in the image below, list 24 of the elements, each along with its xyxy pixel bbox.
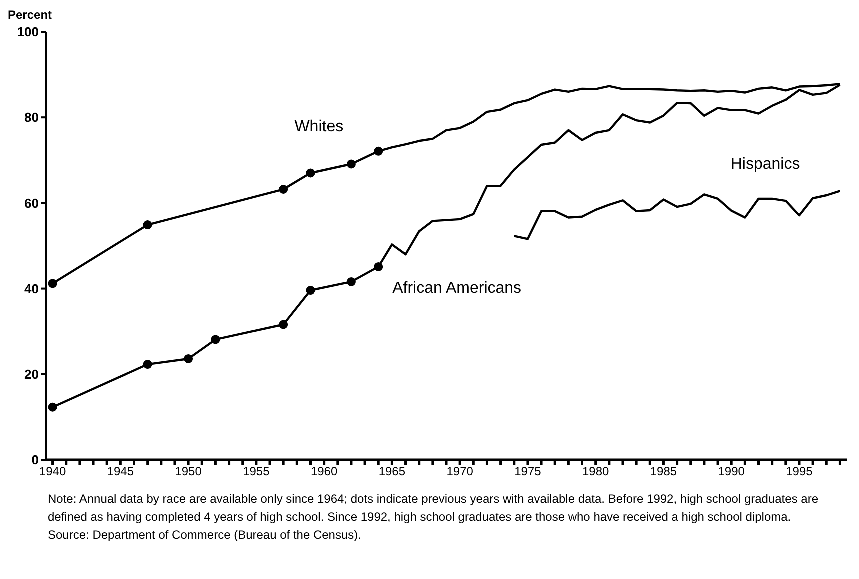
x-tick-label: 1970 [446, 464, 474, 479]
x-tick-label: 1965 [378, 464, 406, 479]
series-label: Hispanics [730, 156, 800, 174]
x-tick-label: 1940 [39, 464, 66, 479]
source-note: Source: Department of Commerce (Bureau of the Census). [48, 527, 362, 544]
y-axis-title: Percent [8, 8, 54, 22]
y-tick-label: 20 [24, 367, 39, 382]
series-label: African Americans [392, 280, 522, 297]
x-tick-label: 1990 [718, 464, 746, 479]
x-tick-label: 1950 [175, 464, 202, 479]
x-tick-label: 1945 [107, 464, 134, 479]
y-tick-label: 80 [24, 110, 39, 126]
y-tick-label: 60 [24, 196, 39, 211]
y-tick-label: 100 [17, 24, 39, 40]
y-tick-label: 0 [32, 452, 39, 468]
x-tick-label: 1980 [582, 464, 610, 479]
x-tick-label: 1975 [514, 464, 542, 479]
series-label: Whites [294, 118, 344, 136]
text: Note: Annual data by race are available only since 1964; dots indicate previous years with available data. Before 1992, high school graduates are defined as having completed 4 years of high school. Since 1992, high school graduates are those who have received a high school diploma. [48, 491, 820, 526]
x-tick-label: 1955 [243, 464, 270, 479]
x-tick-label: 1995 [786, 464, 814, 479]
x-tick-label: 1985 [650, 464, 678, 479]
y-tick-label: 40 [24, 281, 39, 296]
x-tick-label: 1960 [310, 464, 338, 479]
